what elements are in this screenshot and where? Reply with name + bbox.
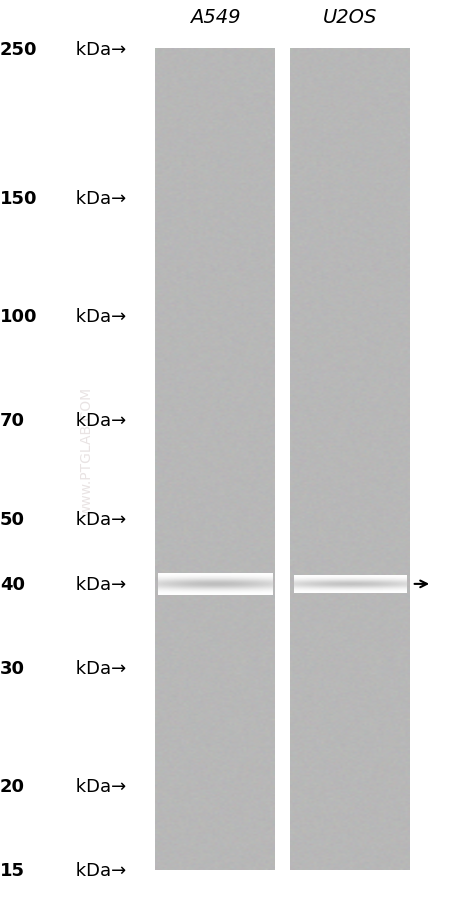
- Text: 100: 100: [0, 308, 37, 326]
- Text: 15: 15: [0, 861, 25, 879]
- Text: 250: 250: [0, 41, 37, 59]
- Text: A549: A549: [189, 8, 240, 27]
- Text: kDa→: kDa→: [70, 659, 126, 677]
- Text: www.PTGLAB.COM: www.PTGLAB.COM: [80, 387, 94, 515]
- Text: 40: 40: [0, 575, 25, 594]
- Text: 70: 70: [0, 412, 25, 430]
- Text: kDa→: kDa→: [70, 575, 126, 594]
- Text: U2OS: U2OS: [323, 8, 377, 27]
- Text: kDa→: kDa→: [70, 189, 126, 207]
- Text: kDa→: kDa→: [70, 861, 126, 879]
- Text: 30: 30: [0, 659, 25, 677]
- Text: kDa→: kDa→: [70, 778, 126, 796]
- Text: kDa→: kDa→: [70, 41, 126, 59]
- Text: kDa→: kDa→: [70, 511, 126, 529]
- Text: 150: 150: [0, 189, 37, 207]
- Text: kDa→: kDa→: [70, 412, 126, 430]
- Text: kDa→: kDa→: [70, 308, 126, 326]
- Text: 20: 20: [0, 778, 25, 796]
- Text: 50: 50: [0, 511, 25, 529]
